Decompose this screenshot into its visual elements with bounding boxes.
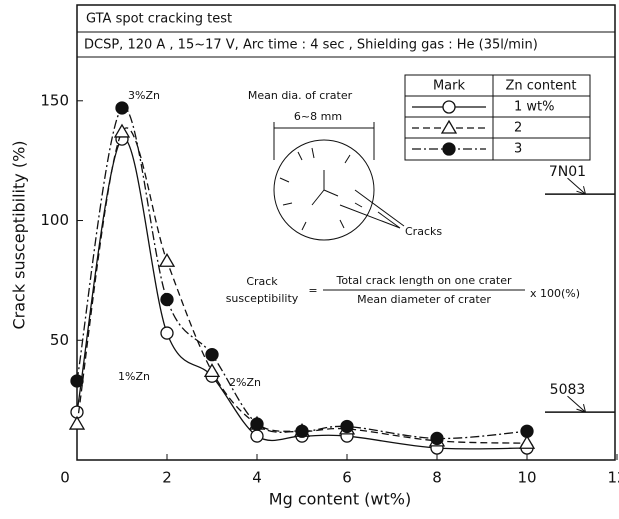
formula-lhs: susceptibility: [226, 292, 299, 305]
curve-label: 3%Zn: [128, 89, 160, 102]
chart-title: GTA spot cracking test: [86, 12, 232, 27]
inset-pointer: Cracks: [405, 225, 442, 238]
series-line: [76, 127, 528, 444]
formula: Crack susceptibility = Total crack lengt…: [226, 274, 580, 306]
formula-equals: =: [308, 284, 317, 297]
x-tick-label: 4: [252, 469, 262, 487]
marker: [160, 326, 174, 340]
formula-denominator: Mean diameter of crater: [357, 293, 491, 306]
legend-marker: [440, 119, 458, 134]
marker: [158, 252, 176, 267]
inset-title: Mean dia. of crater: [248, 89, 353, 102]
reference-arrow: [567, 177, 586, 195]
marker: [295, 424, 309, 438]
legend-label: 3: [514, 142, 522, 157]
formula-lhs: Crack: [246, 275, 278, 288]
crack-pointer: [339, 189, 405, 229]
formula-factor: x 100(%): [530, 287, 580, 300]
crater-inset: Mean dia. of crater 6~8 mm Cracks: [248, 89, 442, 241]
marker: [430, 431, 444, 446]
legend-label: 2: [514, 121, 522, 136]
plot-frame: [76, 4, 616, 461]
marker: [160, 292, 174, 307]
legend-header: Mark: [433, 79, 466, 94]
curve-label: 2%Zn: [229, 376, 261, 389]
x-tick-label: 12: [607, 469, 619, 487]
formula-numerator: Total crack length on one crater: [335, 274, 512, 287]
y-tick-label: 100: [40, 211, 69, 229]
y-tick-label: 150: [40, 91, 69, 109]
reference-arrow: [567, 395, 586, 413]
x-tick-label: 0: [60, 469, 70, 487]
marker: [68, 415, 86, 430]
x-tick-label: 6: [342, 469, 352, 487]
legend-marker: [442, 142, 456, 156]
reference-label: 5083: [550, 382, 586, 398]
x-axis-label: Mg content (wt%): [269, 490, 411, 509]
x-tick-label: 8: [432, 469, 442, 487]
reference-label: 7N01: [549, 164, 586, 180]
x-tick-label: 10: [517, 469, 536, 487]
crack-marks: [279, 147, 363, 231]
legend: Mark Zn content: [404, 74, 591, 161]
legend-label: 1 wt%: [514, 100, 555, 115]
marker: [70, 374, 84, 388]
marker: [250, 417, 264, 431]
y-axis-label: Crack susceptibility (%): [10, 140, 29, 329]
marker: [115, 101, 129, 115]
crater: [273, 139, 375, 241]
curve-label: 1%Zn: [118, 370, 150, 383]
inset-dimension: 6~8 mm: [294, 110, 342, 123]
marker: [205, 347, 219, 362]
marker: [518, 434, 536, 449]
chart-subtitle: DCSP, 120 A , 15~17 V, Arc time : 4 sec …: [84, 38, 538, 53]
x-tick-label: 2: [162, 469, 172, 487]
marker: [520, 424, 534, 438]
marker: [203, 363, 221, 378]
marker: [340, 419, 354, 434]
legend-header: Zn content: [505, 79, 576, 94]
marker: [113, 123, 131, 138]
y-tick-label: 50: [50, 331, 69, 349]
legend-marker: [442, 100, 456, 114]
marker: [250, 429, 264, 443]
